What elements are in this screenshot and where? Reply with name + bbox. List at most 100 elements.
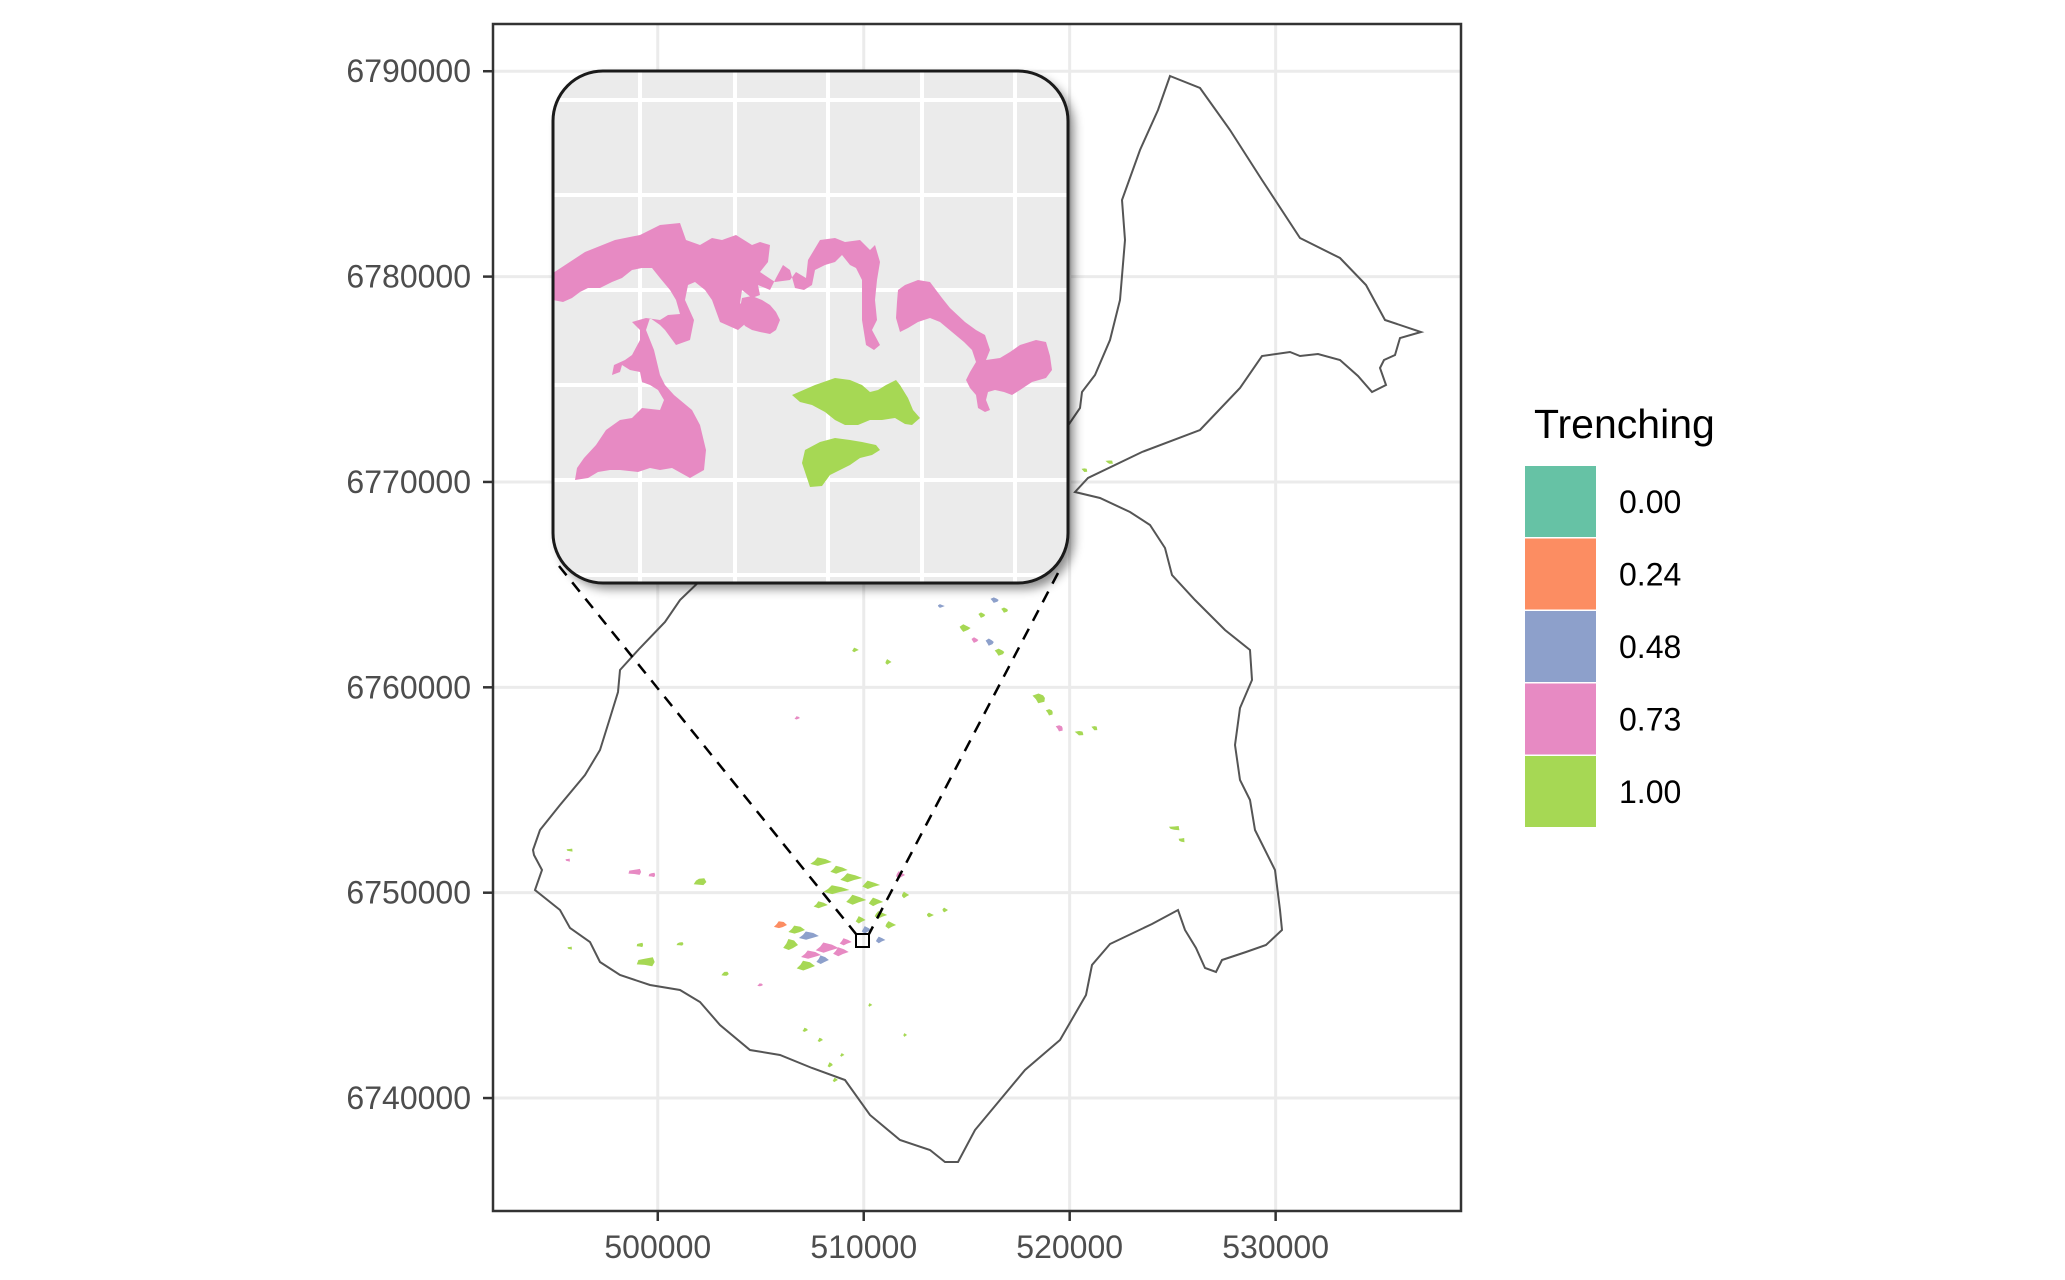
legend-label: 0.73 (1619, 702, 1681, 738)
x-tick-label: 520000 (1016, 1229, 1123, 1265)
legend-title: Trenching (1534, 401, 1715, 447)
parcel (833, 947, 849, 957)
parcel (802, 1027, 808, 1032)
parcel (817, 1037, 823, 1042)
parcel (855, 916, 866, 924)
parcel (636, 957, 655, 967)
inset-parcel-pink-east (896, 280, 1052, 412)
inset-parcel-pink-stub (740, 296, 780, 334)
parcel (978, 612, 986, 618)
parcel (830, 865, 848, 874)
parcel (1091, 726, 1098, 731)
parcel (840, 1053, 845, 1057)
inset-parcel-pink-main (553, 223, 880, 480)
parcel (798, 931, 819, 940)
inset-parcel-green-large (792, 378, 920, 425)
map-panel (491, 22, 1463, 1213)
inset-background (553, 71, 1068, 583)
parcel (1081, 468, 1088, 472)
x-tick-label: 530000 (1222, 1229, 1329, 1265)
parcel (1105, 460, 1113, 464)
legend-key (1525, 683, 1596, 755)
parcel (788, 925, 805, 934)
parcel (868, 1003, 873, 1007)
parcel (901, 891, 910, 899)
parcel (861, 926, 872, 934)
parcel (1168, 826, 1180, 831)
parcel (868, 897, 884, 907)
parcel (875, 936, 886, 944)
zoom-marker (855, 933, 870, 948)
parcel (1001, 607, 1008, 613)
parcel (801, 950, 821, 959)
parcel (783, 939, 798, 950)
parcel (885, 921, 897, 929)
parcel (566, 848, 573, 852)
inset-parcel-green-small (802, 438, 880, 487)
parcel (942, 907, 948, 913)
gridlines (493, 24, 1461, 1211)
parcel (994, 648, 1005, 656)
zoom-connector-right (867, 572, 1060, 935)
parcel (903, 1033, 908, 1037)
parcel (852, 647, 859, 653)
parcel (693, 878, 707, 886)
x-axis: 500000 510000 520000 530000 (604, 1211, 1329, 1265)
parcel (796, 960, 815, 971)
parcel (813, 901, 828, 909)
parcel (885, 659, 892, 665)
legend-label: 0.00 (1619, 484, 1681, 520)
parcel (971, 637, 979, 643)
parcel (832, 1077, 838, 1083)
y-tick-label: 6780000 (346, 259, 471, 295)
legend-label: 0.24 (1619, 557, 1681, 593)
parcel (1074, 731, 1084, 736)
y-tick-label: 6740000 (346, 1080, 471, 1116)
parcel (1178, 838, 1185, 843)
parcel (840, 873, 863, 883)
parcel (816, 955, 829, 964)
legend: Trenching 0.00 0.24 0.48 0.73 1.00 (1525, 401, 1715, 827)
legend-key (1525, 466, 1596, 537)
parcel (721, 971, 729, 976)
parcel (648, 872, 656, 878)
parcel (937, 604, 945, 608)
parcel (839, 938, 852, 946)
parcel (990, 597, 999, 603)
inset-frame (551, 69, 1070, 585)
parcel (628, 868, 642, 875)
parcel (827, 1062, 833, 1068)
parcel (567, 946, 572, 950)
parcel (862, 880, 881, 889)
x-tick-label: 500000 (604, 1229, 711, 1265)
parcel (985, 638, 994, 646)
zoom-connector-left (558, 565, 857, 935)
legend-items: 0.00 0.24 0.48 0.73 1.00 (1525, 466, 1681, 827)
parcel (794, 716, 800, 720)
legend-label: 1.00 (1619, 774, 1681, 810)
y-tick-label: 6750000 (346, 875, 471, 911)
parcel (815, 942, 839, 953)
panel-border (491, 22, 1463, 1213)
parcel (823, 885, 850, 895)
parcel (1045, 709, 1053, 716)
parcel (959, 624, 971, 632)
parcel (927, 912, 934, 918)
legend-key (1525, 756, 1596, 827)
y-tick-label: 6790000 (346, 53, 471, 89)
inset-content (553, 71, 1068, 583)
parcel (810, 857, 832, 866)
parcel (757, 983, 763, 987)
parcel (773, 921, 787, 929)
parcel (636, 942, 644, 948)
parcel (1032, 693, 1045, 704)
zoom-inset (551, 69, 1070, 585)
legend-key (1525, 538, 1596, 610)
parcel (1055, 725, 1063, 732)
parcel (565, 858, 570, 862)
parcel (846, 894, 867, 905)
parcel (676, 942, 684, 946)
legend-label: 0.48 (1619, 629, 1681, 665)
